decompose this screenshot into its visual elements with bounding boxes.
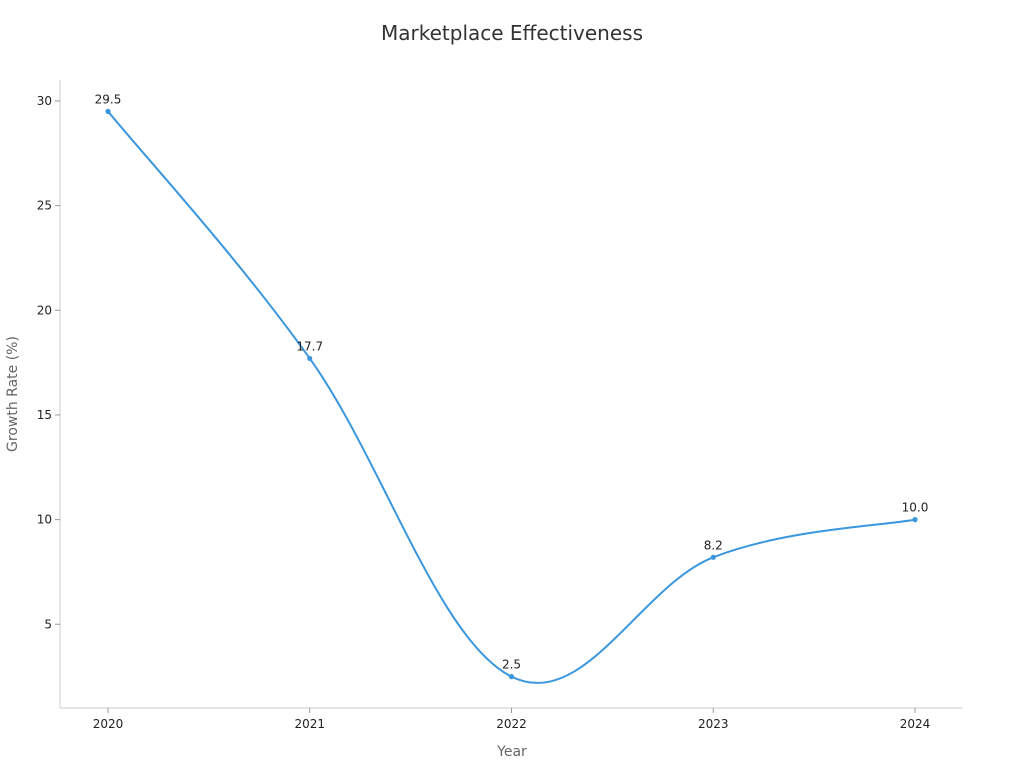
data-label-3: 8.2	[704, 538, 723, 552]
data-label-0: 29.5	[95, 92, 122, 106]
y-axis-ticks: 5 10 15 20 25 30	[37, 94, 60, 631]
data-point-1	[307, 355, 313, 362]
y-tick-label-0: 5	[44, 617, 52, 631]
data-point-3	[710, 554, 716, 560]
y-tick-label-2: 15	[37, 408, 52, 422]
y-tick-label-5: 30	[37, 94, 52, 108]
y-tick-label-1: 10	[37, 513, 52, 527]
x-tick-label-1: 2021	[294, 717, 325, 731]
data-label-2: 2.5	[502, 658, 521, 672]
series-line-0	[107, 110, 916, 684]
data-point-4	[912, 517, 918, 523]
x-tick-label-0: 2020	[93, 717, 124, 731]
x-tick-label-3: 2023	[698, 717, 729, 731]
x-tick-label-2: 2022	[496, 717, 527, 731]
y-tick-label-4: 25	[37, 199, 52, 213]
series-layer	[105, 108, 918, 684]
x-axis-ticks: 2020 2021 2022 2023 2024	[93, 708, 931, 731]
chart-title: Marketplace Effectiveness	[381, 21, 643, 45]
data-labels-layer: 29.5 17.7 2.5 8.2 10.0	[95, 92, 929, 671]
x-tick-label-4: 2024	[900, 717, 931, 731]
data-label-4: 10.0	[902, 501, 929, 515]
x-axis-label: Year	[496, 744, 527, 760]
data-point-0	[105, 108, 111, 114]
data-label-1: 17.7	[296, 339, 323, 353]
y-axis-label: Growth Rate (%)	[5, 336, 21, 452]
data-point-2	[508, 674, 515, 680]
y-tick-label-3: 20	[37, 303, 52, 317]
